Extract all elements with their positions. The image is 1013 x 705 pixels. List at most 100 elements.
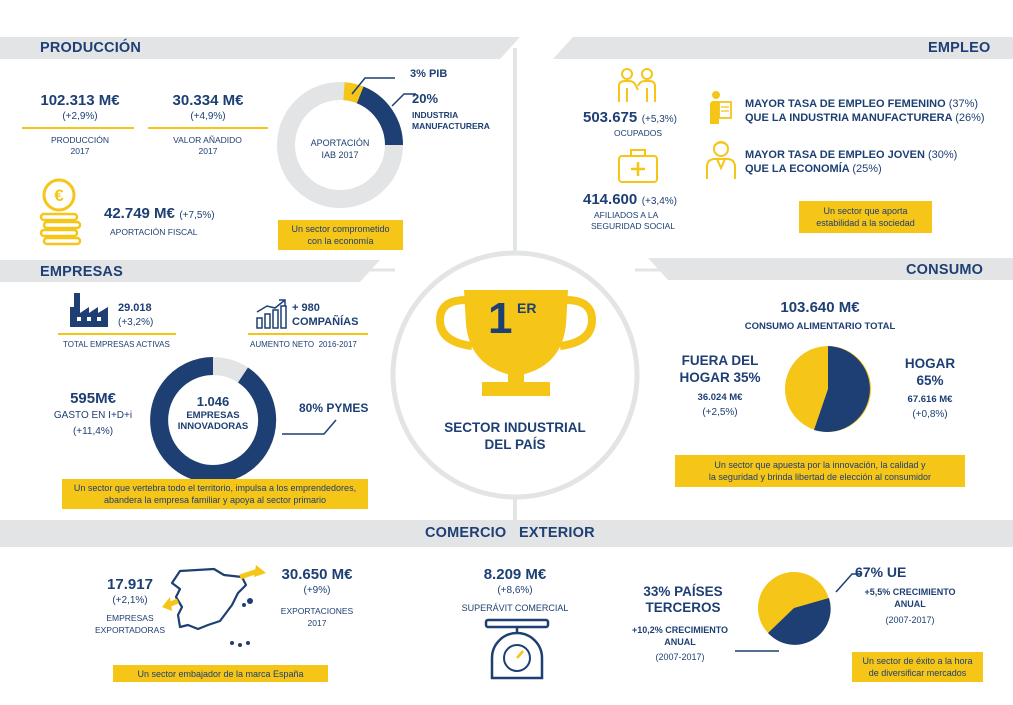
joven-text-1: MAYOR TASA DE EMPLEO JOVEN [745, 149, 925, 161]
fuera-label-1: FUERA DEL [681, 353, 759, 368]
afiliados-value: 414.600 [583, 191, 638, 208]
ocupados-value: 503.675 [583, 109, 638, 126]
innov-pymes-segment [150, 357, 277, 483]
gasto-value: 595M€ [70, 390, 116, 407]
produccion-claim-1: Un sector comprometido [291, 224, 390, 234]
hogar-value: 67.616 M€ [907, 394, 953, 405]
gasto-label: GASTO EN I+D+i [53, 410, 133, 421]
joven-line-2: QUE LA ECONOMÍA (25%) [745, 163, 882, 175]
empresas-claim-box: Un sector que vertebra todo el territori… [62, 479, 368, 509]
valor-anadido-year: 2017 [198, 146, 218, 156]
produccion-value: 102.313 M€ [40, 92, 120, 109]
exportadoras-value: 17.917 [107, 576, 153, 593]
trophy-icon [435, 290, 597, 396]
consumo-claim-box: Un sector que apuesta por la innovación,… [675, 455, 965, 487]
femenino-line-1: MAYOR TASA DE EMPLEO FEMENINO (37%) [745, 98, 978, 110]
exportadoras-label-2: EXPORTADORAS [94, 625, 166, 635]
produccion-label: PRODUCCIÓN [50, 135, 110, 145]
empleo-claim-2: estabilidad a la sociedad [816, 218, 915, 228]
pie-ue-slice [768, 598, 831, 645]
consumo-total-label: CONSUMO ALIMENTARIO TOTAL [744, 321, 896, 332]
innovadoras-label-1: EMPRESAS [186, 410, 240, 421]
empleo-title: EMPLEO [928, 40, 991, 56]
afiliados-row: 414.600 (+3,4%) [583, 191, 677, 209]
hogar-label-2: 65% [916, 373, 944, 388]
rank-number: 1 [488, 294, 513, 343]
band-consumo [648, 258, 1013, 280]
fuera-value: 36.024 M€ [697, 392, 743, 403]
empleo-claim-box: Un sector que aporta estabilidad a la so… [799, 201, 932, 233]
consumo-total-value: 103.640 M€ [780, 299, 860, 316]
superavit-value: 8.209 M€ [483, 566, 547, 583]
ind-pct: 20% [412, 91, 439, 106]
band-empleo [553, 37, 1013, 59]
donut-center-label-2: IAB 2017 [321, 150, 359, 160]
ue-leader [835, 573, 862, 593]
bar-growth-icon [256, 299, 287, 329]
hogar-label-1: HOGAR [904, 356, 956, 371]
center-label-1: SECTOR INDUSTRIAL [444, 420, 586, 435]
spain-map-icon [162, 565, 266, 647]
comercio-title: COMERCIO EXTERIOR [425, 525, 595, 541]
ocupados-row: 503.675 (+5,3%) [583, 109, 677, 127]
innovadoras-value: 1.046 [196, 394, 230, 409]
femenino-pct-1: (37%) [948, 98, 979, 110]
donut-ind-segment [356, 86, 403, 146]
ue-growth-1: +5,5% CRECIMIENTO [864, 587, 956, 597]
companias-label: COMPAÑÍAS [292, 316, 359, 328]
comercio-claim-box-1: Un sector embajador de la marca España [113, 665, 328, 682]
consumo-pie-chart [785, 346, 871, 432]
empresas-claim-1: Un sector que vertebra todo el territori… [73, 483, 357, 493]
pie-hogar-slice [814, 346, 870, 432]
produccion-underline [22, 127, 134, 129]
afiliados-label-2: SEGURIDAD SOCIAL [591, 221, 676, 231]
exportaciones-year: 2017 [307, 618, 327, 628]
fuera-change: (+2,5%) [702, 407, 738, 418]
fiscal-value: 42.749 M€ [104, 205, 175, 222]
pymes-label: 80% PYMES [299, 401, 369, 415]
valor-anadido-label: VALOR AÑADIDO [173, 135, 242, 145]
aportacion-donut-chart [277, 82, 403, 208]
scale-icon [484, 618, 550, 680]
fiscal-label: APORTACIÓN FISCAL [110, 227, 198, 237]
donut-pib-segment [343, 82, 364, 104]
exportaciones-value: 30.650 M€ [281, 566, 353, 583]
superavit-label: SUPERÁVIT COMERCIAL [461, 603, 569, 613]
ue-growth-2: ANUAL [894, 599, 926, 609]
companias-underline [248, 333, 368, 335]
femenino-line-2: QUE LA INDUSTRIA MANUFACTURERA (26%) [745, 112, 985, 124]
gasto-change: (+11,4%) [72, 426, 114, 437]
first-aid-kit-icon [618, 149, 658, 183]
innovadoras-donut-chart [150, 357, 277, 483]
consumo-title: CONSUMO [906, 262, 984, 278]
fiscal-row: 42.749 M€ (+7,5%) [104, 205, 215, 223]
hogar-change: (+0,8%) [912, 409, 948, 420]
ocupados-change: (+5,3%) [641, 114, 677, 125]
band-produccion [0, 37, 520, 59]
terceros-label-2: TERCEROS [645, 600, 721, 615]
produccion-year: 2017 [70, 146, 90, 156]
comercio-claim-2-line-2: de diversificar mercados [868, 668, 967, 678]
consumo-claim-2: la seguridad y brinda libertad de elecci… [708, 472, 932, 482]
produccion-title: PRODUCCIÓN [40, 40, 142, 56]
activas-change: (+3,2%) [118, 317, 154, 328]
comercio-claim-2-line-1: Un sector de éxito a la hora [862, 656, 973, 666]
ue-label: 67% UE [855, 564, 907, 580]
valor-anadido-value: 30.334 M€ [172, 92, 244, 109]
rank-suffix: ER [517, 300, 537, 316]
empresas-claim-2: abandera la empresa familiar y apoya al … [103, 495, 327, 505]
exportaciones-label: EXPORTACIONES [280, 606, 354, 616]
produccion-claim-box: Un sector comprometido con la economía [278, 220, 403, 250]
terceros-years: (2007-2017) [655, 652, 705, 662]
band-comercio [0, 520, 1013, 547]
fuera-label-2: HOGAR 35% [679, 370, 761, 385]
companias-value: + 980 [292, 302, 320, 314]
svg-text:€: € [54, 186, 64, 205]
afiliados-change: (+3,4%) [641, 196, 677, 207]
empleo-claim-1: Un sector que aporta [823, 206, 908, 216]
woman-document-icon [710, 91, 732, 124]
activas-underline [58, 333, 176, 335]
femenino-text-1: MAYOR TASA DE EMPLEO FEMENINO [745, 98, 946, 110]
joven-text-2: QUE LA ECONOMÍA [745, 163, 850, 175]
factory-icon [70, 293, 108, 327]
